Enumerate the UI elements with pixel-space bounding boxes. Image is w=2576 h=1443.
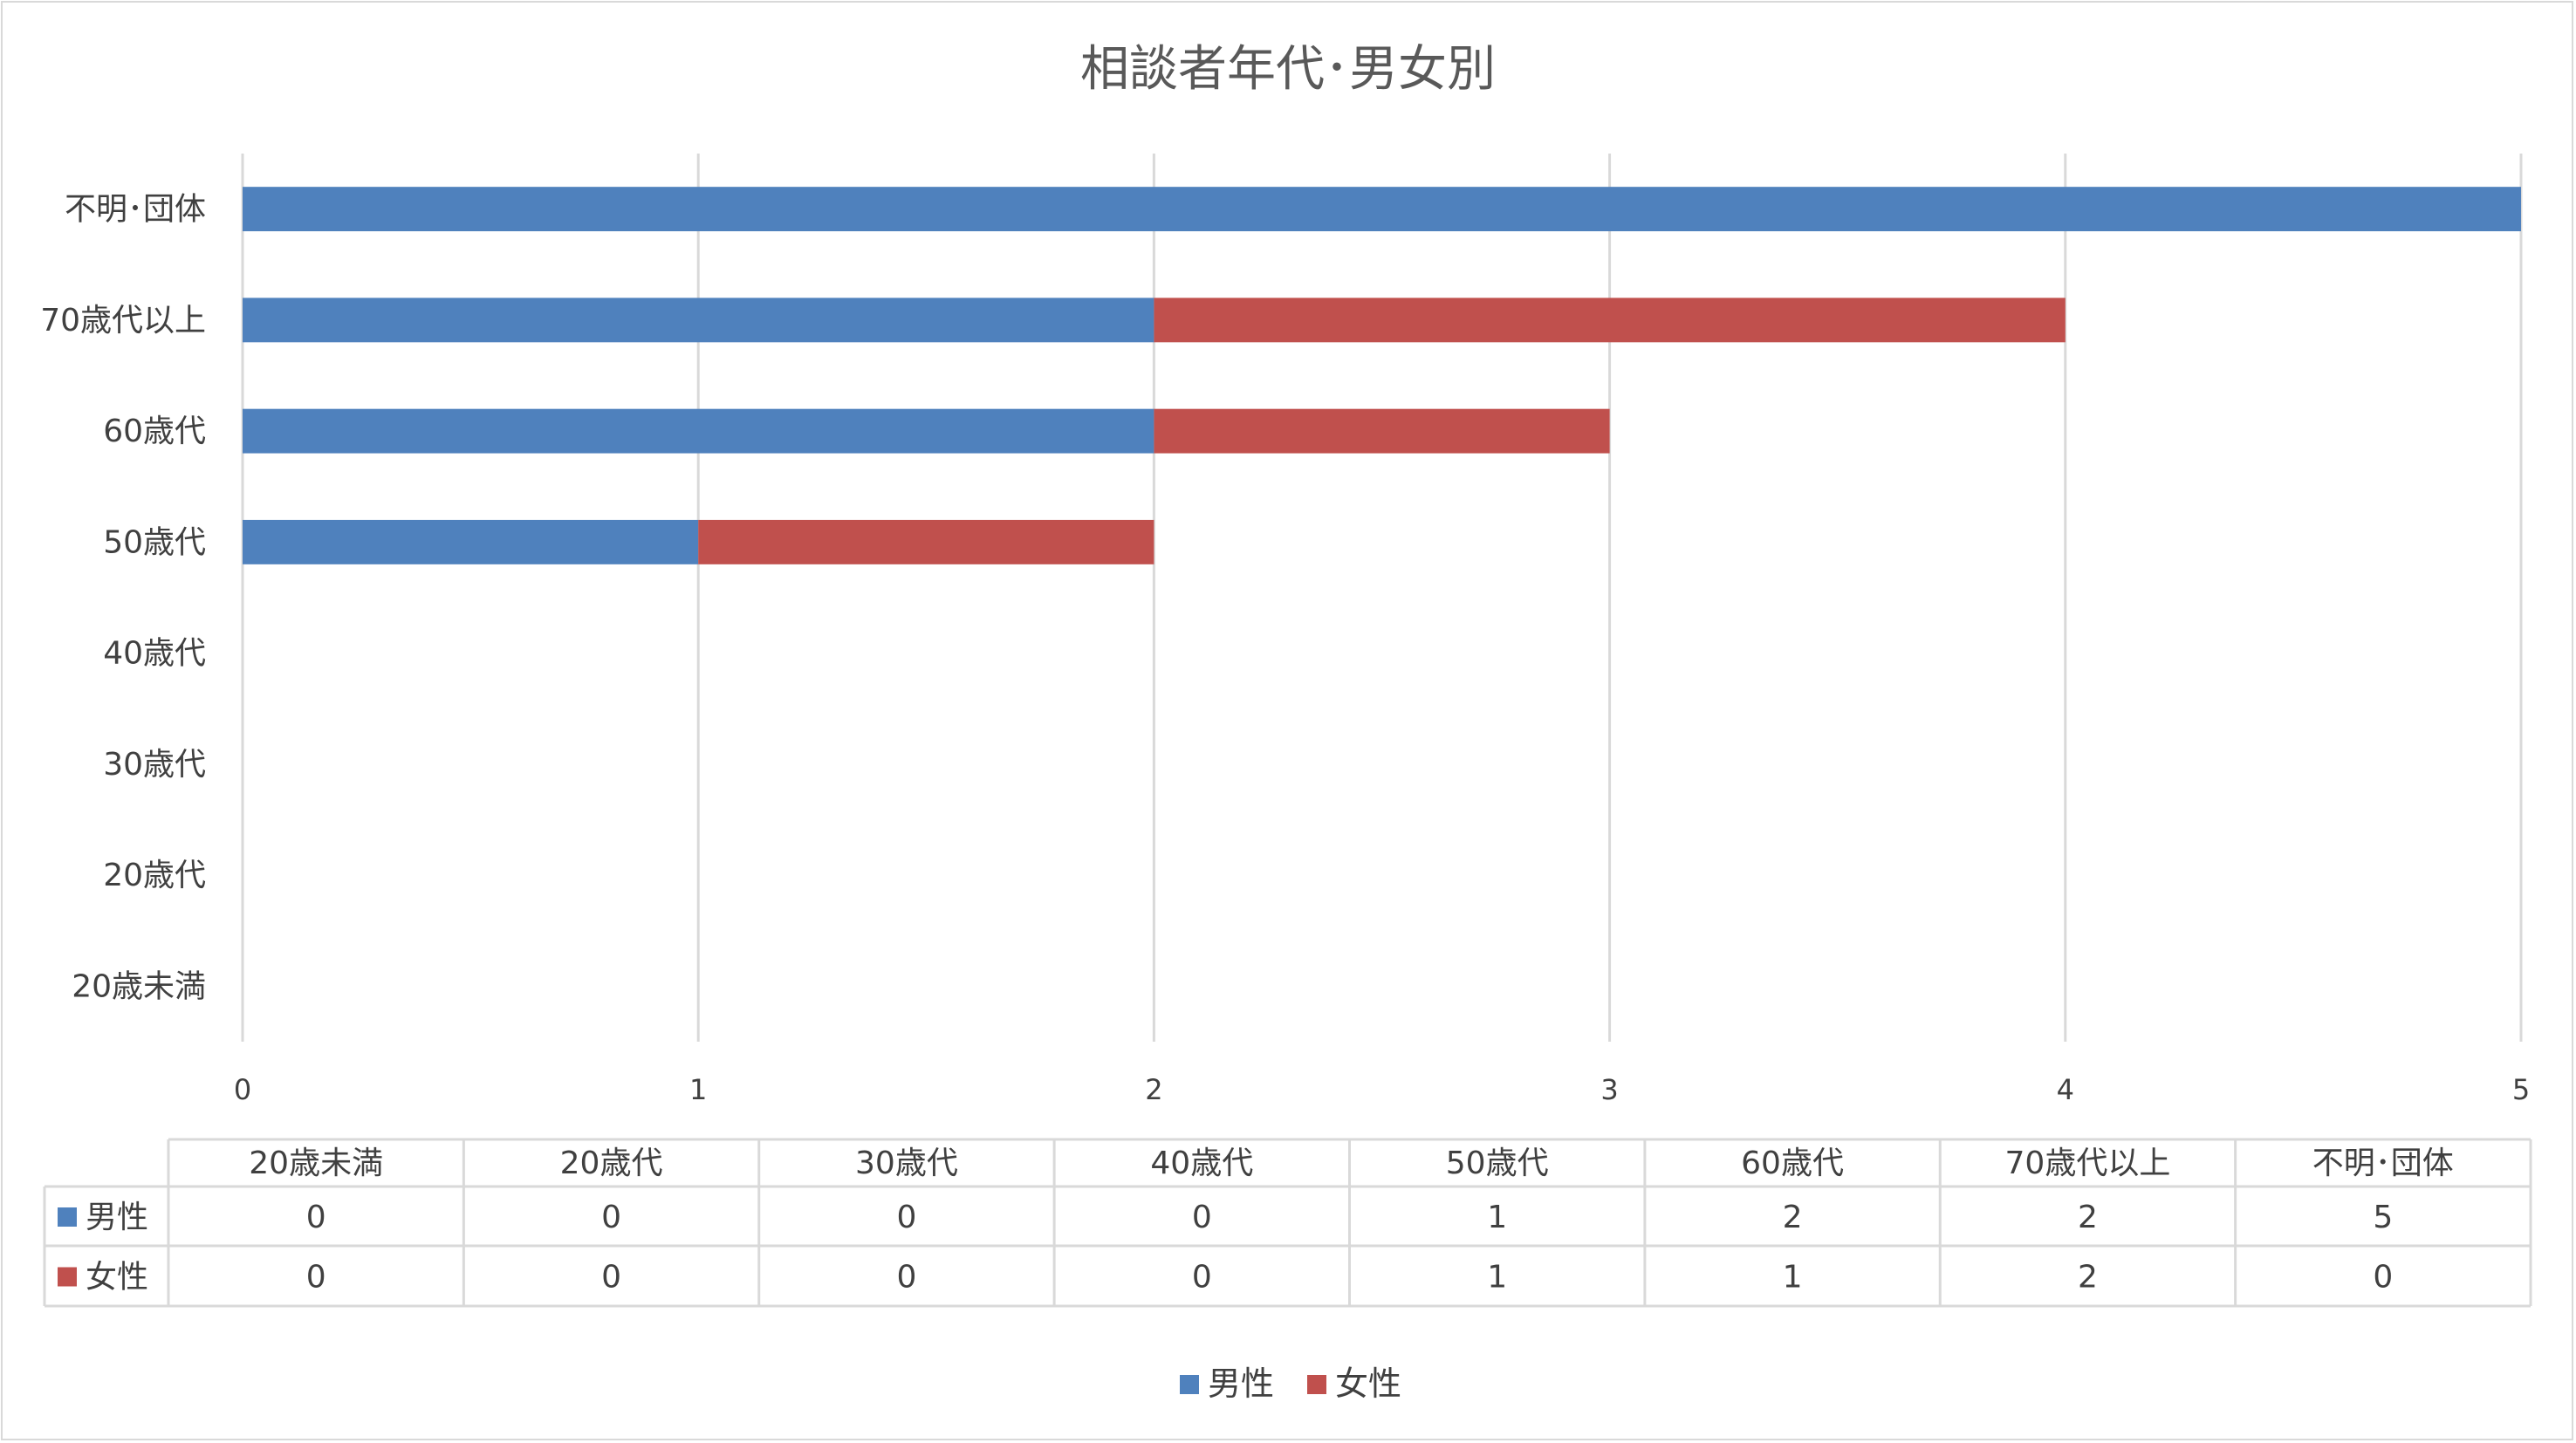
legend-label: 男性 bbox=[1208, 1364, 1274, 1403]
table-header-cell: 20歳代 bbox=[560, 1146, 663, 1181]
bar-女性 bbox=[1154, 408, 1610, 454]
y-category-label: 20歳未満 bbox=[72, 968, 206, 1004]
chart-title: 相談者年代･男女別 bbox=[1080, 41, 1496, 98]
x-tick-label: 1 bbox=[689, 1073, 707, 1106]
table-value-cell: 5 bbox=[2373, 1200, 2393, 1235]
x-tick-label: 5 bbox=[2512, 1073, 2530, 1106]
category-axis: 20歳未満 20歳代 30歳代 40歳代 50歳代 60歳代 70歳代以上 不明･団体 bbox=[40, 192, 206, 1005]
table-value-cell: 0 bbox=[896, 1260, 916, 1296]
table-row-label: 男性 bbox=[86, 1200, 148, 1235]
table-header-cell: 50歳代 bbox=[1446, 1146, 1549, 1181]
y-category-label: 不明･団体 bbox=[65, 192, 206, 228]
table-value-cell: 0 bbox=[2373, 1260, 2393, 1296]
table-value-cell: 0 bbox=[1192, 1200, 1212, 1235]
y-category-label: 30歳代 bbox=[103, 747, 206, 783]
table-header-cell: 20歳未満 bbox=[249, 1146, 383, 1181]
table-header-cell: 60歳代 bbox=[1741, 1146, 1844, 1181]
bar-女性 bbox=[1154, 297, 2066, 343]
table-row-label: 女性 bbox=[86, 1260, 148, 1296]
table-value-cell: 0 bbox=[896, 1200, 916, 1235]
value-axis: 0 1 2 3 4 5 bbox=[234, 1073, 2530, 1106]
bar-女性 bbox=[698, 519, 1154, 564]
table-value-cell: 0 bbox=[1192, 1260, 1212, 1296]
table-header-cell: 70歳代以上 bbox=[2005, 1146, 2171, 1181]
table-header-cell: 不明･団体 bbox=[2312, 1146, 2454, 1181]
gridlines bbox=[241, 154, 2523, 1042]
x-tick-label: 3 bbox=[1600, 1073, 1618, 1106]
table-value-cell: 2 bbox=[2078, 1260, 2098, 1296]
x-tick-label: 2 bbox=[1145, 1073, 1162, 1106]
bar-男性 bbox=[243, 187, 2521, 232]
table-value-cell: 2 bbox=[2078, 1200, 2098, 1235]
legend-label: 女性 bbox=[1335, 1364, 1401, 1403]
table-value-cell: 1 bbox=[1783, 1260, 1803, 1296]
y-category-label: 70歳代以上 bbox=[40, 303, 206, 339]
y-category-label: 40歳代 bbox=[103, 636, 206, 672]
bar-男性 bbox=[243, 408, 1154, 454]
table-legend-key bbox=[58, 1267, 77, 1287]
table-legend-key bbox=[58, 1207, 77, 1227]
y-category-label: 20歳代 bbox=[103, 858, 206, 893]
table-value-cell: 0 bbox=[601, 1200, 621, 1235]
x-tick-label: 4 bbox=[2057, 1073, 2074, 1106]
bar-男性 bbox=[243, 297, 1154, 343]
table-value-cell: 0 bbox=[601, 1260, 621, 1296]
legend: 男性 女性 bbox=[1180, 1364, 1401, 1403]
table-value-cell: 1 bbox=[1487, 1200, 1507, 1235]
table-header-cell: 40歳代 bbox=[1150, 1146, 1253, 1181]
x-tick-label: 0 bbox=[234, 1073, 251, 1106]
table-value-cell: 0 bbox=[306, 1200, 326, 1235]
y-category-label: 50歳代 bbox=[103, 524, 206, 560]
legend-key bbox=[1307, 1375, 1326, 1394]
bars bbox=[243, 187, 2521, 564]
y-category-label: 60歳代 bbox=[103, 414, 206, 449]
legend-key bbox=[1180, 1375, 1199, 1394]
table-header-cell: 30歳代 bbox=[855, 1146, 958, 1181]
bar-男性 bbox=[243, 519, 699, 564]
table-value-cell: 0 bbox=[306, 1260, 326, 1296]
table-value-cell: 1 bbox=[1487, 1260, 1507, 1296]
table-value-cell: 2 bbox=[1783, 1200, 1803, 1235]
